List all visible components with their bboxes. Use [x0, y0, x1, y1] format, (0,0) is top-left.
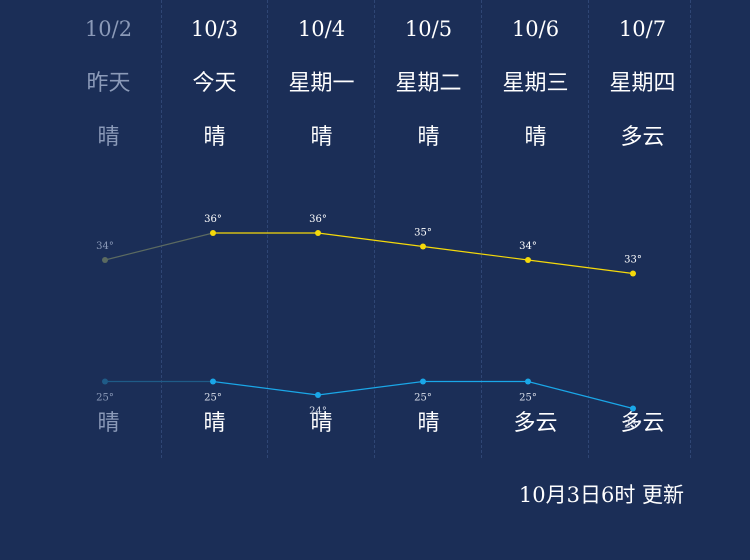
column-divider — [588, 0, 589, 458]
high-temp-label: 35° — [414, 228, 432, 239]
day-name: 星期四 — [609, 71, 676, 96]
high-temp-line-segment — [527, 259, 634, 275]
high-temp-line-segment — [104, 232, 214, 261]
low-temp-label: 23° — [624, 420, 642, 431]
day-column: 10/4 星期一 晴 晴 — [268, 0, 375, 458]
day-name: 星期一 — [288, 71, 355, 96]
night-weather: 晴 — [417, 411, 440, 436]
day-column: 10/2 昨天 晴 晴 — [55, 0, 162, 458]
day-column: 10/6 星期三 晴 多云 — [482, 0, 589, 458]
high-temp-point — [315, 230, 321, 236]
column-divider — [161, 0, 162, 458]
high-temp-point — [525, 257, 531, 263]
high-temp-label: 34° — [96, 241, 114, 252]
high-temp-point — [102, 257, 108, 263]
day-weather: 多云 — [620, 125, 665, 150]
day-column: 10/7 星期四 多云 多云 — [589, 0, 696, 458]
low-temp-line-segment — [527, 380, 634, 410]
column-divider — [267, 0, 268, 458]
day-name: 星期二 — [395, 71, 462, 96]
day-weather: 晴 — [417, 125, 440, 150]
update-time: 10月3日6时 更新 — [518, 483, 684, 507]
day-weather: 晴 — [524, 125, 547, 150]
day-date: 10/2 — [84, 17, 133, 41]
night-weather: 晴 — [97, 411, 120, 436]
day-name: 今天 — [192, 71, 237, 96]
low-temp-point — [102, 378, 108, 385]
day-date: 10/3 — [190, 17, 239, 41]
column-divider — [481, 0, 482, 458]
low-temp-line-segment — [212, 380, 319, 396]
high-temp-label: 34° — [519, 241, 537, 252]
low-temp-label: 25° — [414, 393, 432, 404]
night-weather: 多云 — [620, 411, 665, 436]
night-weather: 晴 — [310, 411, 333, 436]
day-column: 10/5 星期二 晴 晴 — [375, 0, 482, 458]
column-divider — [690, 0, 691, 458]
day-weather: 晴 — [310, 125, 333, 150]
day-date: 10/6 — [511, 17, 560, 41]
low-temp-point — [630, 405, 636, 412]
low-temp-label: 25° — [96, 393, 114, 404]
low-temp-label: 25° — [204, 393, 222, 404]
day-date: 10/4 — [297, 17, 346, 41]
day-date: 10/5 — [404, 17, 453, 41]
day-name: 昨天 — [86, 71, 131, 96]
column-divider — [374, 0, 375, 458]
high-temp-point — [420, 243, 426, 250]
low-temp-line-segment — [317, 380, 424, 396]
high-temp-point — [630, 270, 636, 277]
night-weather: 多云 — [513, 411, 558, 436]
day-weather: 晴 — [203, 125, 226, 150]
night-weather: 晴 — [203, 411, 226, 436]
high-temp-line-segment — [422, 245, 529, 261]
high-temp-point — [210, 230, 216, 236]
day-date: 10/7 — [618, 17, 667, 41]
high-temp-line-segment — [317, 232, 424, 248]
low-temp-point — [420, 378, 426, 385]
low-temp-point — [525, 378, 531, 385]
high-temp-label: 36° — [309, 214, 327, 225]
high-temp-label: 33° — [624, 255, 642, 266]
day-name: 星期三 — [502, 71, 569, 96]
high-temp-label: 36° — [204, 214, 222, 225]
low-temp-label: 24° — [309, 406, 327, 417]
low-temp-point — [210, 378, 216, 385]
day-weather: 晴 — [97, 125, 120, 150]
low-temp-point — [315, 392, 321, 398]
day-column: 10/3 今天 晴 晴 — [161, 0, 268, 458]
low-temp-label: 25° — [519, 393, 537, 404]
